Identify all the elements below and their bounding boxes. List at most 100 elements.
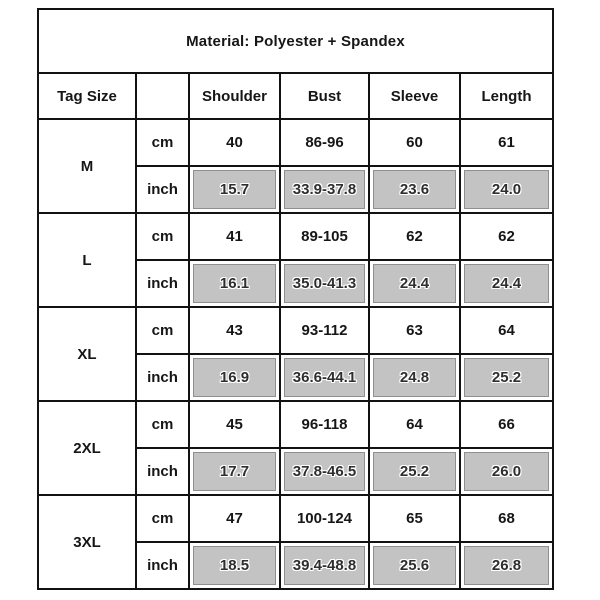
col-header-shoulder: Shoulder (188, 72, 281, 120)
table-row: inch 18.5 39.4-48.8 25.6 26.8 (38, 541, 554, 590)
measurement-cell: 33.9-37.8 (279, 165, 370, 214)
inch-value-box: 15.7 (193, 170, 276, 209)
measurement-cell: 100-124 (279, 494, 370, 543)
size-label-xl: XL (37, 306, 137, 402)
measurement-cell: 16.9 (188, 353, 281, 402)
inch-value: 24.4 (399, 275, 430, 292)
inch-value: 25.2 (491, 369, 522, 386)
measurement-cell: 86-96 (279, 118, 370, 167)
unit-cell-cm: cm (135, 306, 190, 355)
unit-cell-inch: inch (135, 353, 190, 402)
inch-value-box: 39.4-48.8 (284, 546, 365, 585)
measurement-cell: 64 (368, 400, 461, 449)
measurement-cell: 24.0 (459, 165, 554, 214)
size-label-2xl: 2XL (37, 400, 137, 496)
inch-value-box: 24.4 (373, 264, 456, 303)
inch-value-box: 23.6 (373, 170, 456, 209)
table-row: 2XL cm 45 96-118 64 66 (37, 400, 554, 496)
measurement-cell: 17.7 (188, 447, 281, 496)
size-label-l: L (37, 212, 137, 308)
size-label-3xl: 3XL (37, 494, 137, 590)
measurement-cell: 65 (368, 494, 461, 543)
measurement-cell: 40 (188, 118, 281, 167)
measurement-cell: 96-118 (279, 400, 370, 449)
inch-value-box: 24.8 (373, 358, 456, 397)
table-row: inch 17.7 37.8-46.5 25.2 26.0 (38, 447, 554, 496)
inch-value: 24.0 (491, 181, 522, 198)
measurement-cell: 23.6 (368, 165, 461, 214)
inch-value-box: 25.2 (464, 358, 549, 397)
inch-value: 16.1 (219, 275, 250, 292)
inch-value: 26.8 (491, 557, 522, 574)
measurement-cell: 63 (368, 306, 461, 355)
unit-cell-inch: inch (135, 541, 190, 590)
table-row: L cm 41 89-105 62 62 (37, 212, 554, 308)
measurement-cell: 64 (459, 306, 554, 355)
inch-value-box: 25.6 (373, 546, 456, 585)
inch-value-box: 18.5 (193, 546, 276, 585)
material-title: Material: Polyester + Spandex (37, 8, 554, 74)
inch-value-box: 36.6-44.1 (284, 358, 365, 397)
inch-value: 39.4-48.8 (292, 557, 357, 574)
unit-cell-cm: cm (135, 400, 190, 449)
measurement-cell: 25.6 (368, 541, 461, 590)
inch-value: 35.0-41.3 (292, 275, 357, 292)
measurement-cell: 25.2 (459, 353, 554, 402)
table-row: inch 16.9 36.6-44.1 24.8 25.2 (38, 353, 554, 402)
measurement-cell: 26.0 (459, 447, 554, 496)
measurement-cell: 61 (459, 118, 554, 167)
measurement-cell: 45 (188, 400, 281, 449)
inch-value: 24.4 (491, 275, 522, 292)
measurement-cell: 36.6-44.1 (279, 353, 370, 402)
inch-value-box: 16.9 (193, 358, 276, 397)
inch-value: 33.9-37.8 (292, 181, 357, 198)
measurement-cell: 43 (188, 306, 281, 355)
unit-cell-cm: cm (135, 212, 190, 261)
inch-value-box: 37.8-46.5 (284, 452, 365, 491)
inch-value: 15.7 (219, 181, 250, 198)
table-row: XL cm 43 93-112 63 64 (37, 306, 554, 402)
inch-value: 36.6-44.1 (292, 369, 357, 386)
measurement-cell: 35.0-41.3 (279, 259, 370, 308)
table-row: inch 15.7 33.9-37.8 23.6 24.0 (38, 165, 554, 214)
table-row: 3XL cm 47 100-124 65 68 (37, 494, 554, 590)
inch-value-box: 24.0 (464, 170, 549, 209)
unit-cell-inch: inch (135, 165, 190, 214)
table-row: inch 16.1 35.0-41.3 24.4 24.4 (38, 259, 554, 308)
measurement-cell: 37.8-46.5 (279, 447, 370, 496)
measurement-cell: 68 (459, 494, 554, 543)
measurement-cell: 66 (459, 400, 554, 449)
size-label-m: M (37, 118, 137, 214)
measurement-cell: 62 (459, 212, 554, 261)
col-header-tag-size: Tag Size (37, 72, 137, 120)
measurement-cell: 24.8 (368, 353, 461, 402)
inch-value-box: 26.0 (464, 452, 549, 491)
col-header-sleeve: Sleeve (368, 72, 461, 120)
inch-value-box: 25.2 (373, 452, 456, 491)
measurement-cell: 62 (368, 212, 461, 261)
inch-value-box: 17.7 (193, 452, 276, 491)
inch-value-box: 26.8 (464, 546, 549, 585)
measurement-cell: 16.1 (188, 259, 281, 308)
inch-value: 17.7 (219, 463, 250, 480)
inch-value: 23.6 (399, 181, 430, 198)
unit-cell-inch: inch (135, 259, 190, 308)
inch-value: 25.6 (399, 557, 430, 574)
inch-value-box: 16.1 (193, 264, 276, 303)
measurement-cell: 24.4 (459, 259, 554, 308)
col-header-unit (135, 72, 190, 120)
inch-value: 26.0 (491, 463, 522, 480)
measurement-cell: 93-112 (279, 306, 370, 355)
title-row: Material: Polyester + Spandex (37, 8, 554, 74)
measurement-cell: 39.4-48.8 (279, 541, 370, 590)
inch-value: 24.8 (399, 369, 430, 386)
header-row: Tag Size Shoulder Bust Sleeve Length (37, 72, 554, 120)
measurement-cell: 18.5 (188, 541, 281, 590)
measurement-cell: 47 (188, 494, 281, 543)
inch-value: 18.5 (219, 557, 250, 574)
unit-cell-cm: cm (135, 118, 190, 167)
unit-cell-inch: inch (135, 447, 190, 496)
col-header-length: Length (459, 72, 554, 120)
measurement-cell: 25.2 (368, 447, 461, 496)
